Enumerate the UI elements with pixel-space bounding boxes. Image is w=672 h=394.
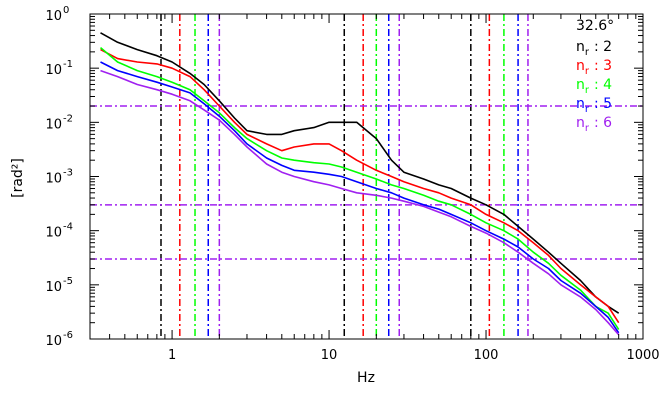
y-tick-label: 10: [45, 172, 62, 187]
legend-entry: nr: 5: [576, 96, 612, 115]
legend-entry: nr: 3: [576, 58, 612, 77]
y-tick-label: 10: [45, 226, 62, 241]
y-tick-exponent: -4: [63, 222, 73, 233]
series-line: [101, 71, 619, 335]
series-line: [101, 48, 619, 330]
y-tick-exponent: -3: [63, 168, 73, 179]
y-tick-label: 10: [45, 63, 62, 78]
y-tick-exponent: -2: [63, 113, 73, 124]
x-axis-title: Hz: [357, 370, 375, 386]
legend-entry: nr: 6: [576, 115, 612, 134]
legend-title: 32.6°: [576, 18, 614, 34]
legend: 32.6° nr: 2nr: 3nr: 4nr: 5nr: 6: [576, 18, 614, 134]
spectra-series: [101, 33, 619, 335]
x-tick-label: 10: [321, 348, 338, 363]
x-tick-label: 100: [474, 348, 499, 363]
x-tick-label: 1: [168, 348, 176, 363]
y-tick-label: 10: [45, 334, 62, 349]
x-tick-label: 1000: [626, 348, 659, 363]
y-tick-label: 10: [45, 280, 62, 295]
y-tick-exponent: -1: [63, 59, 73, 70]
y-tick-exponent: -6: [63, 330, 73, 341]
legend-entry: nr: 4: [576, 77, 612, 96]
y-tick-label: 10: [45, 117, 62, 132]
y-tick-exponent: 0: [63, 5, 69, 16]
y-tick-exponent: -5: [63, 276, 73, 287]
y-axis-title: [rad²]: [10, 158, 26, 198]
y-tick-label: 10: [45, 9, 62, 24]
series-line: [101, 62, 619, 333]
series-line: [101, 50, 619, 323]
legend-entry: nr: 2: [576, 39, 612, 58]
